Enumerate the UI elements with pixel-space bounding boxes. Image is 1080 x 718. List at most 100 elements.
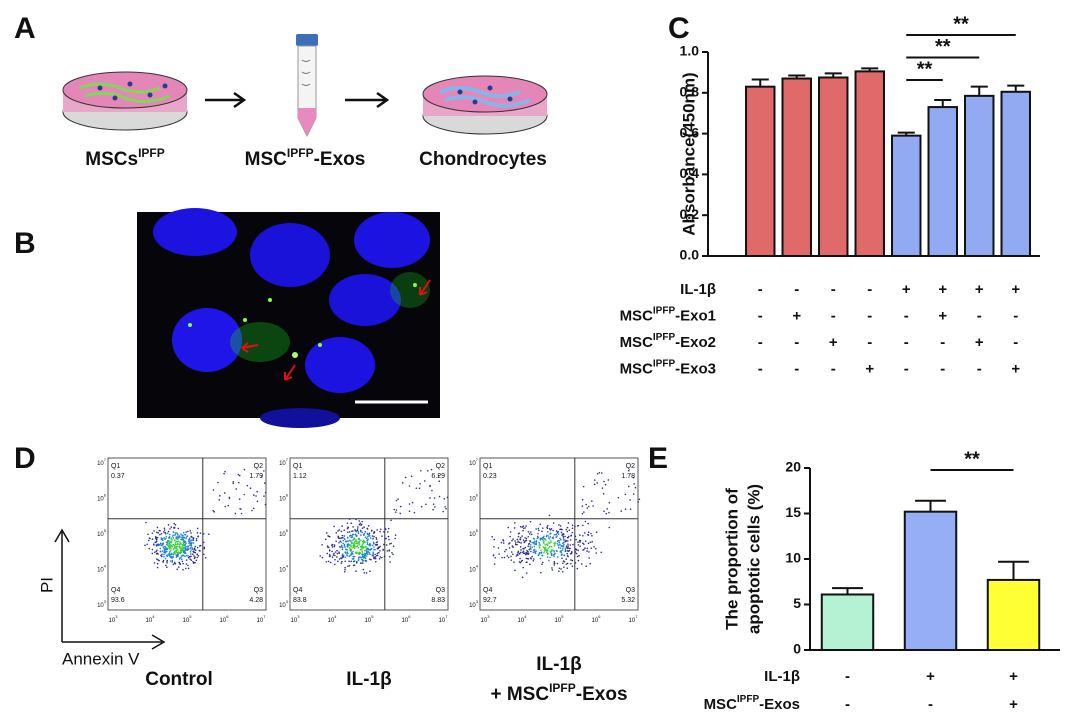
event-dot: [359, 522, 362, 525]
event-dot: [171, 555, 173, 558]
event-dot: [343, 538, 346, 541]
event-dot: [349, 540, 352, 542]
event-dot: [341, 548, 344, 551]
event-dot: [514, 542, 517, 544]
event-dot: [164, 549, 167, 551]
y-tick-label: 10: [785, 550, 801, 566]
event-dot: [550, 554, 553, 557]
treatment-mark: -: [867, 334, 872, 351]
tick-base: 10: [97, 567, 104, 573]
bar: [781, 77, 812, 257]
event-dot: [352, 538, 355, 541]
flow-axes: [54, 528, 166, 650]
event-dot: [544, 548, 547, 551]
event-dot: [371, 544, 374, 547]
event-dot: [535, 528, 537, 530]
event-dot: [371, 535, 374, 537]
event-dot: [355, 530, 358, 533]
event-dot: [195, 539, 198, 542]
flow-x-tick: 105: [365, 614, 375, 624]
event-dot: [166, 548, 169, 551]
treatment-mark: -: [1013, 334, 1018, 351]
event-dot: [192, 537, 195, 540]
event-dot: [352, 557, 355, 560]
event-dot: [519, 557, 521, 560]
event-dot: [538, 544, 541, 546]
event-dot: [519, 536, 522, 539]
event-dot: [348, 564, 351, 567]
event-dot: [156, 531, 158, 534]
event-dot: [571, 527, 574, 530]
event-dot: [584, 520, 587, 523]
event-dot: [350, 541, 353, 544]
event-dot: [525, 525, 527, 527]
event-dot: [232, 482, 234, 485]
event-dot: [386, 531, 389, 533]
event-dot: [375, 544, 377, 546]
event-dot: [585, 503, 587, 506]
event-dot: [345, 548, 348, 551]
event-dot: [338, 541, 340, 544]
event-dot: [171, 561, 173, 563]
event-dot: [579, 541, 581, 543]
event-dot: [355, 546, 357, 548]
event-dot: [358, 539, 361, 541]
event-dot: [374, 560, 377, 563]
y-tick-label: 0.8: [680, 84, 700, 100]
event-dot: [194, 545, 197, 548]
event-dot: [170, 552, 173, 555]
treatment-mark: -: [794, 360, 799, 377]
event-dot: [166, 562, 168, 564]
event-dot: [181, 534, 183, 537]
event-dot: [334, 551, 337, 553]
event-dot: [361, 527, 364, 529]
event-dot: [560, 551, 563, 554]
event-dot: [179, 548, 181, 550]
event-dot: [172, 556, 175, 558]
event-dot: [608, 511, 610, 514]
event-dot: [368, 558, 371, 560]
bar: [927, 106, 958, 257]
treatment-mark: -: [831, 360, 836, 377]
event-dot: [163, 555, 165, 558]
event-dot: [607, 479, 610, 481]
event-dot: [549, 536, 552, 538]
event-dot: [549, 529, 552, 531]
event-dot: [224, 470, 226, 473]
event-dot: [343, 529, 346, 532]
event-dot: [169, 555, 171, 558]
event-dot: [629, 508, 632, 510]
event-dot: [527, 552, 530, 555]
event-dot: [408, 503, 411, 505]
event-dot: [358, 543, 361, 546]
event-dot: [546, 549, 549, 552]
event-dot: [532, 537, 535, 540]
event-dot: [195, 538, 198, 540]
treatment-mark: -: [904, 334, 909, 351]
quadrant-name: Q3: [436, 587, 445, 594]
event-dot: [508, 547, 511, 549]
event-dot: [553, 534, 556, 536]
event-dot: [346, 554, 348, 556]
flow-y-tick: 106: [469, 493, 479, 503]
event-dot: [585, 565, 588, 568]
event-dot: [344, 540, 347, 543]
treatment-label: MSCIPFP-Exos: [704, 694, 800, 713]
event-dot: [589, 562, 591, 565]
event-dot: [328, 555, 331, 558]
tick-exp: 4: [152, 614, 155, 619]
event-dot: [373, 535, 375, 538]
event-dot: [342, 542, 345, 545]
event-dot: [624, 493, 627, 496]
event-dot: [355, 534, 358, 537]
event-dot: [539, 557, 542, 560]
event-dot: [341, 534, 344, 537]
tick-base: 10: [469, 532, 476, 538]
tick-base: 10: [257, 618, 264, 624]
event-dot: [445, 507, 447, 510]
event-dot: [239, 508, 241, 510]
event-dot: [355, 570, 357, 572]
event-dot: [566, 552, 569, 555]
event-dot: [353, 564, 356, 566]
event-dot: [170, 537, 172, 539]
